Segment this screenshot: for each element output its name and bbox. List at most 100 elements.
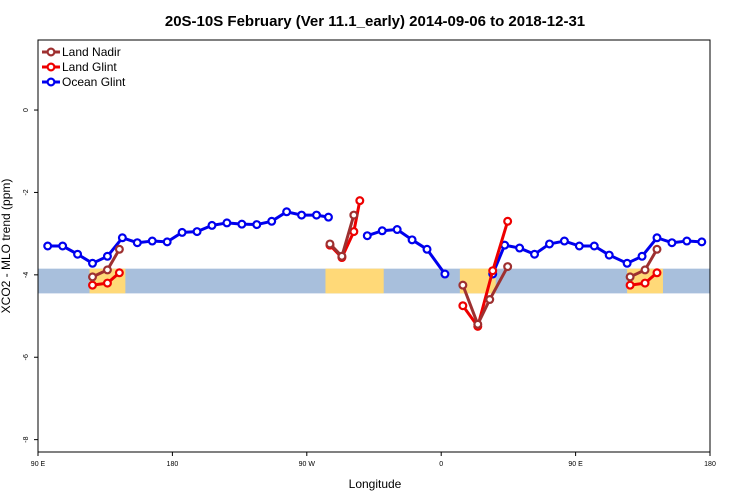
data-point [349, 210, 359, 220]
series-line [461, 265, 509, 326]
data-point [147, 236, 157, 246]
data-point [515, 243, 525, 253]
data-point [503, 262, 513, 272]
data-point [102, 251, 112, 261]
data-point [604, 250, 614, 260]
data-point [88, 272, 98, 282]
data-point [682, 236, 692, 246]
data-point [162, 237, 172, 247]
data-point [667, 238, 677, 248]
series-layer [43, 196, 707, 331]
data-point [637, 251, 647, 261]
legend-item: Land Glint [42, 60, 117, 74]
data-point [503, 216, 513, 226]
legend-label: Land Glint [62, 60, 117, 74]
data-point [192, 227, 202, 237]
x-tick-label: 90 E [31, 461, 46, 468]
legend-item: Ocean Glint [42, 75, 126, 89]
data-point [88, 258, 98, 268]
legend-marker [46, 62, 56, 72]
data-point [207, 220, 217, 230]
data-point [544, 239, 554, 249]
y-tick-label: 0 [23, 108, 30, 112]
data-point [237, 219, 247, 229]
data-point [325, 239, 335, 249]
data-point [589, 241, 599, 251]
data-point [43, 241, 53, 251]
data-point [697, 237, 707, 247]
y-tick-label: -6 [23, 354, 30, 360]
series-land-nadir [88, 210, 662, 329]
data-point [132, 238, 142, 248]
data-point [652, 268, 662, 278]
series-line [366, 228, 447, 275]
data-point [362, 231, 372, 241]
data-point [102, 265, 112, 275]
data-point [349, 227, 359, 237]
data-point [222, 218, 232, 228]
data-point [177, 227, 187, 237]
map-strip [38, 268, 710, 294]
data-point [559, 236, 569, 246]
data-point [114, 244, 124, 254]
data-point [355, 196, 365, 206]
data-point [440, 269, 450, 279]
data-point [114, 268, 124, 278]
legend-item: Land Nadir [42, 45, 121, 59]
data-point [625, 280, 635, 290]
series-line [47, 210, 329, 265]
data-point [102, 278, 112, 288]
data-point [574, 241, 584, 251]
data-point [323, 212, 333, 222]
plot-frame [37, 39, 711, 453]
data-point [640, 278, 650, 288]
data-point [267, 216, 277, 226]
data-point [377, 226, 387, 236]
x-tick-label: 90 E [568, 461, 583, 468]
data-point [622, 258, 632, 268]
legend-label: Ocean Glint [62, 75, 126, 89]
legend-label: Land Nadir [62, 45, 121, 59]
y-tick-label: -2 [23, 189, 30, 195]
data-point [73, 249, 83, 259]
x-tick-label: 180 [704, 461, 716, 468]
x-axis: 90 E 180 90 W 0 90 E 180 [31, 452, 716, 468]
y-tick-label: -4 [23, 272, 30, 278]
data-point [88, 280, 98, 290]
data-point [282, 207, 292, 217]
data-point [640, 265, 650, 275]
data-point [488, 266, 498, 276]
data-point [530, 249, 540, 259]
data-point [252, 220, 262, 230]
chart-title: 20S-10S February (Ver 11.1_early) 2014-0… [165, 13, 585, 30]
x-tick-label: 0 [439, 461, 443, 468]
series-land-glint [88, 196, 662, 331]
data-point [458, 301, 468, 311]
data-point [58, 241, 68, 251]
data-point [473, 319, 483, 329]
data-point [652, 244, 662, 254]
y-axis-label: XCO2 - MLO trend (ppm) [0, 179, 13, 314]
data-point [422, 244, 432, 254]
x-tick-label: 180 [167, 461, 179, 468]
data-point [337, 251, 347, 261]
data-point [117, 233, 127, 243]
data-point [407, 235, 417, 245]
legend-marker [46, 47, 56, 57]
x-axis-label: Longitude [349, 477, 402, 491]
data-point [458, 280, 468, 290]
data-point [392, 225, 402, 235]
series-line [461, 220, 510, 328]
series-ocean-glint [43, 207, 707, 279]
land-patch [325, 268, 384, 294]
data-point [625, 272, 635, 282]
x-tick-label: 90 W [299, 461, 316, 468]
data-point [652, 233, 662, 243]
data-point [485, 295, 495, 305]
data-point [312, 210, 322, 220]
data-point [297, 210, 307, 220]
legend-marker [46, 77, 56, 87]
y-axis: 0 -2 -4 -6 -8 [23, 108, 38, 443]
